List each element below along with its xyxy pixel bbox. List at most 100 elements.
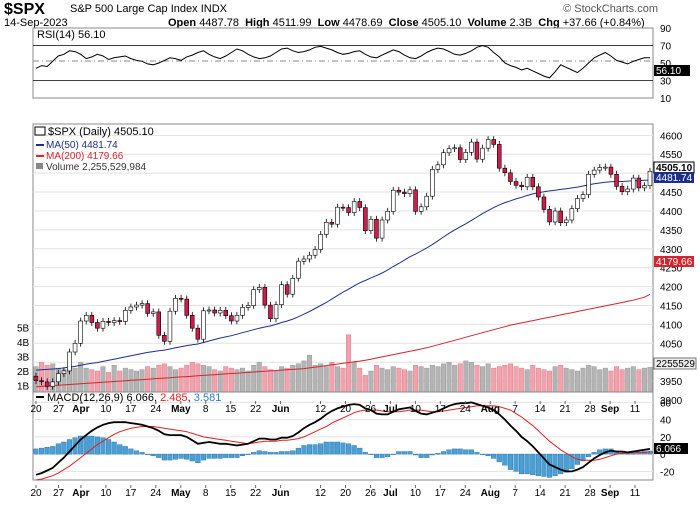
histogram-bar [474, 452, 480, 455]
candle-body [234, 314, 240, 322]
histogram-bar [569, 453, 575, 470]
candle-body [245, 305, 251, 308]
candle-body [469, 141, 474, 153]
candle-body [591, 169, 597, 175]
histogram-bar [334, 441, 340, 455]
symbol-title: $SPX [4, 1, 45, 18]
histogram-bar [39, 447, 45, 455]
macd-tag-bg [654, 443, 688, 454]
macd-x-axis-label: 20 [30, 488, 42, 499]
candle-body [418, 206, 424, 212]
histogram-bar [133, 450, 140, 455]
x-axis-label: 15 [225, 404, 237, 415]
histogram-bar [457, 448, 463, 455]
rsi-panel-frame [32, 27, 654, 99]
chg-value: +37.66 (+0.84%) [562, 17, 645, 29]
histogram-bar [211, 453, 218, 459]
histogram-bar [580, 453, 586, 462]
candle-body [117, 320, 123, 322]
candle-body [212, 309, 217, 314]
candle-body [552, 210, 558, 223]
volume-tag-bg [653, 357, 697, 370]
candle-body [329, 222, 335, 225]
candle-body [72, 342, 78, 353]
macd-tick-label: 20 [660, 433, 672, 444]
rsi-tag: 56.10 [656, 66, 681, 77]
price-tick-label: 4450 [660, 188, 683, 199]
candle-body [56, 373, 61, 383]
open-value: 4487.78 [199, 17, 239, 29]
x-axis-main: 20 27 Apr 10 17 24 May 8 15 22 Jun 12 20 26 Jul 10 17 24 A… [30, 401, 641, 415]
x-axis-label: 20 [340, 404, 352, 415]
histogram-bar [318, 443, 324, 455]
watermark: © StockCharts.com [563, 3, 658, 15]
histogram-bar [535, 453, 541, 476]
ma50-tag-bg [654, 172, 694, 183]
legend-title: $SPX (Daily) 4505.10 [48, 126, 154, 138]
candle-body [67, 351, 72, 372]
histogram-bar [50, 446, 56, 455]
candle-body [206, 309, 212, 312]
x-axis-label: 11 [630, 404, 641, 415]
histogram-bar [552, 453, 558, 476]
x-axis-label: 17 [435, 404, 447, 415]
candle-body [195, 327, 201, 340]
candle-body [435, 164, 441, 170]
histogram-bar [385, 453, 391, 457]
volume-tick-label: 5B [17, 324, 30, 335]
candle-body [485, 139, 491, 149]
candle-body [446, 148, 452, 154]
candle-body [251, 289, 256, 306]
histogram-bar [223, 453, 229, 458]
histogram-bar [150, 453, 156, 457]
histogram-bar [228, 453, 234, 458]
ma200-tag-bg [654, 256, 694, 267]
macd-sep-1: , [154, 392, 157, 404]
histogram-bar [139, 452, 145, 455]
histogram-bar [468, 449, 474, 455]
candle-body [647, 171, 653, 187]
candle-body [363, 207, 368, 232]
price-legend: $SPX (Daily) 4505.10 MA(50) 4481.74 MA(2… [34, 126, 154, 173]
histogram-bar [301, 445, 307, 455]
candle-body [44, 381, 50, 387]
candle-body [368, 219, 374, 231]
low-label: Low [317, 17, 340, 29]
macd-x-axis-label: 14 [535, 488, 547, 499]
candle-body [190, 314, 195, 329]
candle-body [128, 306, 134, 311]
rsi-tick-label: 70 [660, 42, 672, 53]
histogram-bar [167, 453, 173, 461]
x-axis-label: 22 [250, 404, 262, 415]
candle-body [480, 147, 485, 160]
ma200-tag: 4179.66 [656, 257, 693, 268]
candle-body [513, 181, 519, 186]
candle-body [312, 249, 318, 256]
histogram-bar [346, 443, 352, 455]
candle-body [156, 311, 162, 336]
histogram-bar [407, 451, 413, 455]
candle-body [33, 375, 39, 382]
chg-label: Chg [538, 17, 560, 29]
candle-body [262, 286, 268, 306]
macd-x-axis-label: 17 [125, 488, 137, 499]
candle-body [162, 334, 167, 342]
macd-x-axis-label: 24 [150, 488, 162, 499]
candle-body [630, 177, 636, 190]
macd-x-axis-label: 15 [225, 488, 237, 499]
candle-body [229, 315, 234, 322]
histogram-bar [519, 453, 525, 475]
candle-body [597, 167, 602, 171]
candle-body [407, 189, 413, 194]
histogram-bar [306, 444, 313, 455]
price-tick-label: 3950 [660, 377, 683, 388]
x-axis-label: 27 [53, 404, 65, 415]
volume-bar [346, 334, 352, 401]
price-tick-label: 4400 [660, 207, 683, 218]
candle-body [111, 320, 117, 323]
candle-body [340, 206, 346, 209]
macd-sep-2: , [188, 392, 191, 404]
candle-body [151, 311, 156, 314]
candle-body [558, 210, 563, 223]
histogram-bar [94, 436, 100, 455]
